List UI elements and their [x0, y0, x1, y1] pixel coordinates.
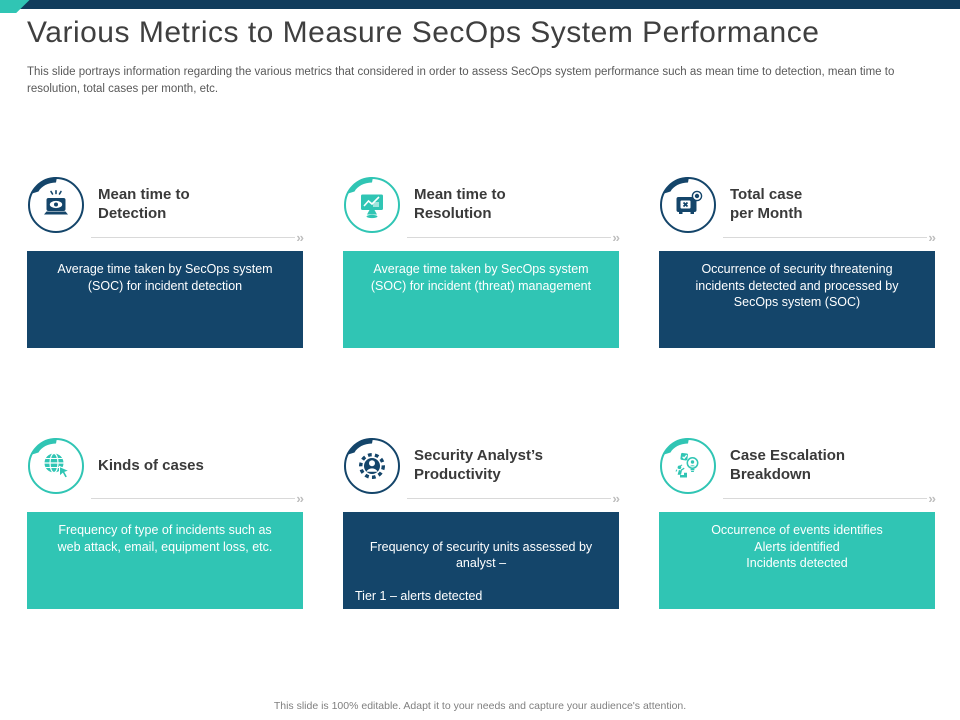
description-box: Average time taken by SecOps system (SOC… — [343, 251, 619, 348]
card-title: Mean time to Detection — [98, 186, 190, 222]
monitor-chart-icon — [343, 176, 401, 234]
card-mean-time-to-detection: Mean time to Detection ›› Average time t… — [27, 176, 304, 348]
connector-arrow: ›› — [723, 229, 936, 245]
card-total-case-per-month: Total case per Month ›› Occurrence of se… — [659, 176, 936, 348]
card-title: Security Analyst’s Productivity — [414, 447, 543, 483]
card-header: Mean time to Detection — [27, 176, 303, 234]
description-box: Occurrence of security threatening incid… — [659, 251, 935, 348]
chevrons-icon: ›› — [612, 490, 620, 506]
connector-arrow: ›› — [91, 229, 304, 245]
leaf-accent-shape — [30, 177, 57, 194]
card-title: Case Escalation Breakdown — [730, 447, 846, 483]
card-header: Mean time to Resolution — [343, 176, 619, 234]
leaf-accent-shape — [30, 438, 57, 455]
card-title: Mean time to Resolution — [414, 186, 506, 222]
card-header: Case Escalation Breakdown — [659, 437, 935, 495]
globe-cursor-icon — [27, 437, 85, 495]
chevrons-icon: ›› — [928, 229, 936, 245]
card-security-analyst-productivity: Security Analyst’s Productivity ›› Frequ… — [343, 437, 620, 669]
card-title: Total case per Month — [730, 186, 803, 222]
top-bar — [0, 0, 960, 9]
chevrons-icon: ›› — [296, 229, 304, 245]
leaf-accent-shape — [662, 438, 689, 455]
chevrons-icon: ›› — [928, 490, 936, 506]
description-box: Frequency of security units assessed by … — [343, 512, 619, 669]
connector-arrow: ›› — [723, 490, 936, 506]
chevrons-icon: ›› — [296, 490, 304, 506]
card-case-escalation-breakdown: Case Escalation Breakdown ›› Occurrence … — [659, 437, 936, 609]
description-box: Frequency of type of incidents such as w… — [27, 512, 303, 609]
chevrons-icon: ›› — [612, 229, 620, 245]
card-header: Security Analyst’s Productivity — [343, 437, 619, 495]
tier-item: Tier 2 – incidents detection — [355, 622, 504, 636]
description-box: Average time taken by SecOps system (SOC… — [27, 251, 303, 348]
tier-item: Tier 3 – threats identified — [355, 655, 493, 669]
leaf-accent-shape — [346, 177, 373, 194]
laptop-eye-icon — [27, 176, 85, 234]
page-subtitle: This slide portrays information regardin… — [27, 66, 895, 96]
page-title: Various Metrics to Measure SecOps System… — [27, 16, 820, 49]
connector-arrow: ›› — [407, 490, 620, 506]
gear-person-icon — [343, 437, 401, 495]
card-title: Kinds of cases — [98, 456, 204, 474]
connector-arrow: ›› — [91, 490, 304, 506]
card-kinds-of-cases: Kinds of cases ›› Frequency of type of i… — [27, 437, 304, 609]
safe-shield-icon — [659, 176, 717, 234]
card-header: Kinds of cases — [27, 437, 303, 495]
leaf-accent-shape — [662, 177, 689, 194]
idea-escalation-icon — [659, 437, 717, 495]
description-intro: Frequency of security units assessed by … — [369, 539, 593, 571]
card-header: Total case per Month — [659, 176, 935, 234]
card-mean-time-to-resolution: Mean time to Resolution ›› Average time … — [343, 176, 620, 348]
connector-arrow: ›› — [407, 229, 620, 245]
leaf-accent-shape — [346, 438, 373, 455]
description-box: Occurrence of events identifies Alerts i… — [659, 512, 935, 609]
tier-item: Tier 1 – alerts detected — [355, 589, 483, 603]
footer-note: This slide is 100% editable. Adapt it to… — [273, 700, 687, 712]
